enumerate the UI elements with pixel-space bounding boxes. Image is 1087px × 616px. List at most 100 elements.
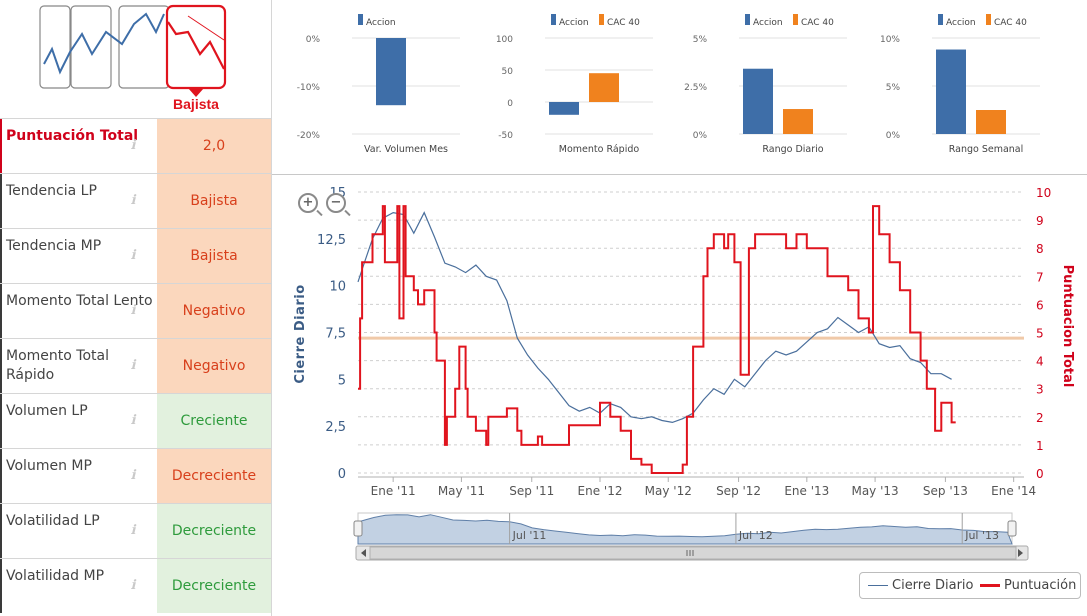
- score-row: Volumen MP ℹ Decreciente: [0, 448, 272, 503]
- left-tick-label: 10: [329, 280, 346, 295]
- score-label: Momento Total Rápido: [0, 339, 157, 393]
- legend-swatch: [938, 14, 943, 25]
- right-tick-label: 8: [1036, 242, 1044, 256]
- legend-swatch: [599, 14, 604, 25]
- bar-accion: [936, 49, 966, 134]
- left-tick-label: 0: [338, 467, 346, 482]
- bar-accion: [743, 68, 773, 134]
- info-icon[interactable]: ℹ: [130, 303, 136, 318]
- mini-chart: Accion CAC 40 100 50 0 -50 Momento Rápido: [496, 14, 653, 155]
- tick-label: 0: [507, 99, 513, 109]
- tick-label: 5%: [886, 83, 901, 93]
- score-label: Momento Total Lento: [0, 284, 157, 338]
- chart-title: Var. Volumen Mes: [364, 144, 448, 155]
- tick-label: 50: [502, 67, 514, 77]
- legend-label: Accion: [753, 18, 783, 28]
- navigator-left-handle[interactable]: [353, 520, 363, 537]
- tick-label: 2.5%: [684, 83, 707, 93]
- chart-legend: Cierre Diario Puntuación: [859, 572, 1081, 599]
- bar-accion: [549, 102, 579, 115]
- info-icon[interactable]: ℹ: [130, 578, 136, 593]
- legend-label-puntuacion: Puntuación: [1004, 578, 1077, 593]
- right-tick-label: 10: [1036, 186, 1051, 200]
- tick-label: 100: [496, 35, 513, 45]
- legend-label-cierre: Cierre Diario: [892, 578, 974, 593]
- tick-label: -20%: [297, 131, 321, 141]
- legend-label: CAC 40: [801, 18, 834, 28]
- info-icon[interactable]: ℹ: [130, 358, 136, 373]
- right-tick-label: 9: [1036, 214, 1044, 228]
- x-tick-label: May '13: [851, 484, 898, 498]
- score-value: Bajista: [157, 229, 271, 283]
- trend-icon-blue-line: [43, 12, 165, 75]
- legend-item-puntuacion[interactable]: Puntuación: [980, 578, 1076, 593]
- legend-label: Accion: [366, 18, 396, 28]
- mini-bar-charts: Accion 0% -10% -20% Var. Volumen Mes Accion CA…: [297, 14, 1040, 155]
- info-icon[interactable]: ℹ: [130, 413, 136, 428]
- scroll-left-arrow-icon[interactable]: [361, 549, 366, 557]
- trend-icon-arrow-line: [187, 15, 225, 41]
- score-row: Volumen LP ℹ Creciente: [0, 393, 272, 448]
- trend-icons: [39, 4, 227, 97]
- legend-label: Accion: [946, 18, 976, 28]
- navigator-tick-label: Jul '13: [964, 529, 999, 542]
- x-tick-label: Ene '14: [991, 484, 1036, 498]
- zoom-in-button[interactable]: +: [298, 193, 318, 213]
- zoom-out-button[interactable]: −: [326, 193, 346, 213]
- score-value: Bajista: [157, 174, 271, 228]
- tick-label: 0%: [693, 131, 708, 141]
- mini-chart: Accion CAC 40 10% 5% 0% Rango Semanal: [880, 14, 1040, 155]
- tick-label: -50: [498, 131, 513, 141]
- bar-cac40: [976, 110, 1006, 134]
- tick-label: 0%: [306, 35, 321, 45]
- info-icon[interactable]: ℹ: [130, 468, 136, 483]
- x-tick-label: May '11: [438, 484, 485, 498]
- section-separator: [272, 174, 1087, 175]
- score-row: Puntuación Total ℹ 2,0: [0, 118, 272, 173]
- left-tick-label: 5: [338, 373, 346, 388]
- series-puntuacion-line: [358, 205, 956, 474]
- trend-icon-frame-1: [39, 5, 71, 89]
- score-label: Volatilidad LP: [0, 504, 157, 558]
- x-tick-label: May '12: [645, 484, 692, 498]
- navigator-right-handle[interactable]: [1007, 520, 1017, 537]
- trend-icon-frame-2: [70, 5, 112, 89]
- tick-label: 0%: [886, 131, 901, 141]
- score-table: Puntuación Total ℹ 2,0 Tendencia LP ℹ Bajista…: [0, 118, 272, 613]
- left-tick-label: 2,5: [325, 420, 346, 435]
- scroll-right-arrow-icon[interactable]: [1018, 549, 1023, 557]
- bar-cac40: [589, 73, 619, 102]
- right-tick-label: 7: [1036, 270, 1044, 284]
- mini-chart: Accion CAC 40 5% 2.5% 0% Rango Diario: [684, 14, 847, 155]
- score-row: Volatilidad LP ℹ Decreciente: [0, 503, 272, 558]
- info-icon[interactable]: ℹ: [130, 138, 136, 153]
- y-axis-right-title: Puntuacion Total: [1060, 265, 1075, 388]
- left-tick-label: 12,5: [317, 233, 346, 248]
- right-tick-label: 2: [1036, 411, 1044, 425]
- score-row: Momento Total Rápido ℹ Negativo: [0, 338, 272, 393]
- right-tick-label: 4: [1036, 355, 1044, 369]
- score-label: Volumen LP: [0, 394, 157, 448]
- x-tick-label: Sep '11: [509, 484, 554, 498]
- score-value: Negativo: [157, 284, 271, 338]
- mini-chart: Accion 0% -10% -20% Var. Volumen Mes: [297, 14, 460, 155]
- right-tick-label: 5: [1036, 327, 1044, 341]
- legend-label: CAC 40: [994, 18, 1027, 28]
- right-tick-label: 3: [1036, 383, 1044, 397]
- x-tick-label: Ene '11: [371, 484, 416, 498]
- x-tick-label: Ene '12: [578, 484, 623, 498]
- trend-icon-red-line: [167, 21, 225, 70]
- score-value: Decreciente: [157, 449, 271, 503]
- info-icon[interactable]: ℹ: [130, 193, 136, 208]
- chart-title: Rango Diario: [762, 144, 823, 155]
- navigator-tick-label: Jul '11: [512, 529, 547, 542]
- score-value: Decreciente: [157, 504, 271, 558]
- score-label: Volatilidad MP: [0, 559, 157, 613]
- score-value: Negativo: [157, 339, 271, 393]
- x-tick-label: Ene '13: [784, 484, 829, 498]
- legend-item-cierre[interactable]: Cierre Diario: [868, 578, 974, 593]
- info-icon[interactable]: ℹ: [130, 523, 136, 538]
- score-label: Tendencia MP: [0, 229, 157, 283]
- info-icon[interactable]: ℹ: [130, 248, 136, 263]
